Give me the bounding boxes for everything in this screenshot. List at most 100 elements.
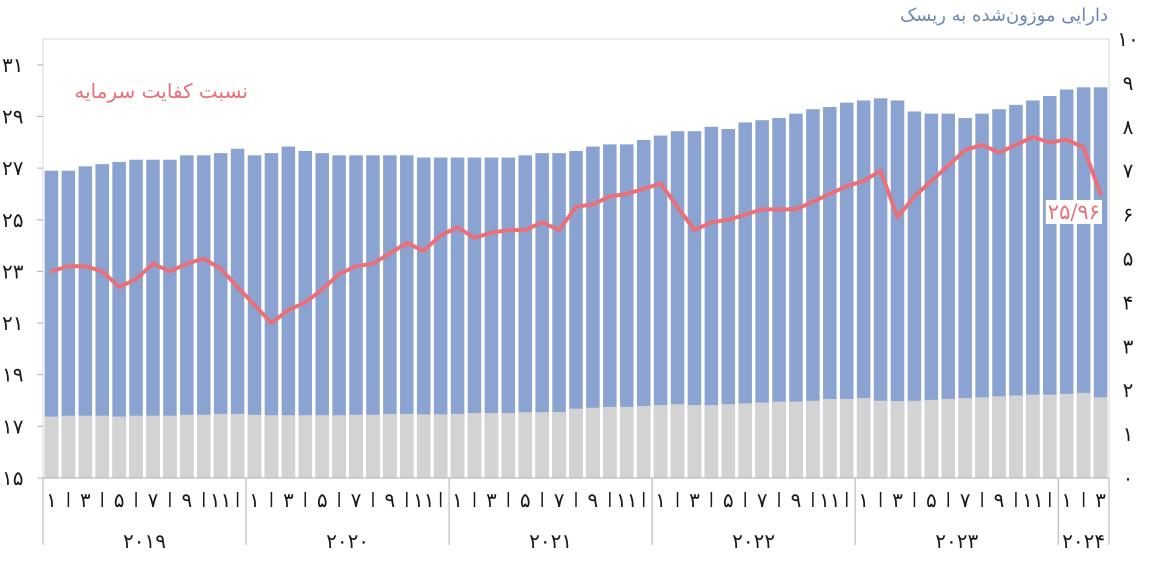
total-bar xyxy=(687,131,702,478)
base-bar xyxy=(400,413,414,478)
right-axis-title: دارایی موزون‌شده به ریسک xyxy=(900,5,1108,26)
base-bar xyxy=(196,414,211,478)
month-tick-label: ۹ xyxy=(588,488,599,512)
base-bar xyxy=(907,400,922,478)
base-bar xyxy=(450,413,465,478)
right-tick-label: ۹ xyxy=(1123,71,1134,95)
total-bar xyxy=(264,153,279,478)
base-bar xyxy=(95,415,109,478)
base-bar xyxy=(958,398,972,478)
total-bar xyxy=(501,157,516,478)
total-bar xyxy=(1026,100,1040,479)
total-bar xyxy=(61,170,76,478)
month-tick-label: ۱ xyxy=(46,488,57,512)
base-bar xyxy=(992,396,1006,478)
base-bar xyxy=(467,413,482,478)
right-tick-label: ۵ xyxy=(1123,247,1134,271)
total-bar xyxy=(518,155,533,478)
total-bar xyxy=(349,155,363,478)
base-bar xyxy=(230,413,245,478)
month-tick-label: ۳ xyxy=(1095,488,1106,512)
month-tick-label: ۱ xyxy=(452,488,463,512)
total-bar xyxy=(383,155,397,478)
month-tick-label: ۳ xyxy=(80,488,91,512)
total-bar xyxy=(839,102,854,478)
total-bar xyxy=(890,100,905,479)
base-bar xyxy=(772,401,786,478)
base-bar xyxy=(44,416,59,478)
right-tick-label: ۴ xyxy=(1123,290,1134,314)
month-tick-label: ۱ xyxy=(655,488,666,512)
base-bar xyxy=(1009,395,1023,478)
total-bar xyxy=(129,159,143,478)
total-bar xyxy=(298,150,313,478)
left-axis: ۱۵ ۱۷ ۱۹ ۲۱ ۲۳ ۲۵ ۲۷ ۲۹ ۳۱ xyxy=(2,53,43,490)
total-bar xyxy=(78,166,93,478)
total-bar xyxy=(450,157,465,478)
base-bar xyxy=(1026,394,1040,478)
month-tick-label: ۵ xyxy=(520,488,531,512)
total-bar xyxy=(1009,104,1023,478)
left-tick-label: ۲۳ xyxy=(2,259,24,283)
total-bar xyxy=(636,139,651,478)
total-bar xyxy=(856,100,871,479)
base-bar xyxy=(941,398,956,478)
month-tick-label: ۷ xyxy=(148,488,159,512)
base-bar xyxy=(78,415,93,478)
month-tick-label: ۳ xyxy=(486,488,497,512)
right-tick-label: ۱۰ xyxy=(1117,27,1138,51)
base-bar-series xyxy=(44,392,1108,478)
base-bar xyxy=(670,404,685,478)
total-bar xyxy=(789,113,803,478)
base-bar xyxy=(501,413,516,478)
month-tick-label: ۱۱ xyxy=(1022,488,1043,512)
month-tick-label: ۳ xyxy=(689,488,700,512)
base-bar xyxy=(213,413,228,478)
base-bar xyxy=(839,398,854,478)
year-label: ۲۰۲۴ xyxy=(1062,529,1105,553)
month-tick-label: ۵ xyxy=(723,488,734,512)
total-bar xyxy=(552,153,566,478)
base-bar xyxy=(924,399,939,478)
base-bar xyxy=(975,397,989,478)
total-bar xyxy=(400,155,414,478)
month-tick-label: ۷ xyxy=(757,488,768,512)
base-bar xyxy=(1059,393,1074,478)
base-bar xyxy=(146,415,160,478)
right-tick-label: ۷ xyxy=(1123,159,1134,183)
left-tick-label: ۲۵ xyxy=(2,208,23,232)
total-bar xyxy=(721,128,736,478)
month-tick-label: ۹ xyxy=(181,488,192,512)
base-bar xyxy=(315,415,329,478)
base-bar xyxy=(738,403,752,478)
total-bar xyxy=(1043,96,1057,478)
total-bar xyxy=(569,150,583,478)
total-bar xyxy=(653,135,668,478)
total-bar xyxy=(941,113,956,478)
base-bar xyxy=(806,400,820,478)
left-tick-label: ۲۹ xyxy=(2,104,23,128)
base-bar xyxy=(416,414,431,478)
line-series-label: نسبت کفایت سرمایه xyxy=(74,79,248,103)
left-tick-label: ۲۷ xyxy=(2,156,24,180)
base-bar xyxy=(349,414,363,478)
right-axis: ۰ ۱ ۲ ۳ ۴ ۵ ۶ ۷ ۸ ۹ ۱۰ xyxy=(1117,27,1138,490)
month-tick-label: ۷ xyxy=(960,488,971,512)
total-bar xyxy=(213,153,228,478)
total-bar xyxy=(535,153,549,478)
left-tick-label: ۱۷ xyxy=(2,414,24,438)
left-tick-label: ۱۵ xyxy=(2,466,23,490)
base-bar xyxy=(890,401,905,478)
right-tick-label: ۶ xyxy=(1123,203,1134,227)
base-bar xyxy=(535,412,549,478)
total-bar xyxy=(196,155,211,478)
base-bar xyxy=(586,407,600,478)
total-bar xyxy=(180,155,194,478)
right-tick-label: ۸ xyxy=(1123,115,1134,139)
total-bar xyxy=(704,126,719,479)
base-bar xyxy=(619,406,634,478)
right-tick-label: ۳ xyxy=(1123,334,1134,358)
year-label: ۲۰۲۲ xyxy=(732,529,775,553)
